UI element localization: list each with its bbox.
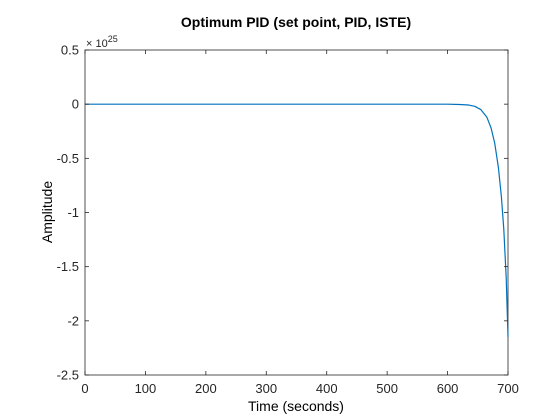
chart-title: Optimum PID (set point, PID, ISTE)	[181, 14, 411, 30]
series-layer	[85, 103, 509, 338]
y-axis-label: Amplitude	[39, 181, 55, 243]
ticks-layer: 0 100 200 300 400 500 600 700 -2.5 -2 -1.5 -1 -0.5 0 0…	[57, 43, 519, 397]
x-tick-label: 100	[135, 381, 157, 396]
x-tick-label: 300	[255, 381, 277, 396]
y-exponent-power: 25	[108, 34, 118, 44]
y-tick-label: -0.5	[57, 151, 79, 166]
y-tick-label: 0	[72, 97, 79, 112]
y-tick-label: -2	[67, 313, 79, 328]
x-tick-label: 200	[195, 381, 217, 396]
x-axis-label: Time (seconds)	[248, 398, 344, 414]
plot-area	[84, 49, 509, 376]
y-tick-label: -2.5	[57, 368, 79, 383]
x-tick-label: 0	[81, 381, 88, 396]
y-exponent-base: × 10	[86, 38, 108, 50]
series-line	[85, 103, 509, 338]
x-tick-label: 600	[437, 381, 459, 396]
x-tick-label: 500	[376, 381, 398, 396]
x-tick-label: 700	[497, 381, 519, 396]
x-tick-label: 400	[316, 381, 338, 396]
y-tick-label: -1	[67, 205, 79, 220]
y-tick-label: 0.5	[61, 43, 79, 58]
y-exponent-label: × 1025	[86, 34, 118, 50]
y-tick-label: -1.5	[57, 259, 79, 274]
